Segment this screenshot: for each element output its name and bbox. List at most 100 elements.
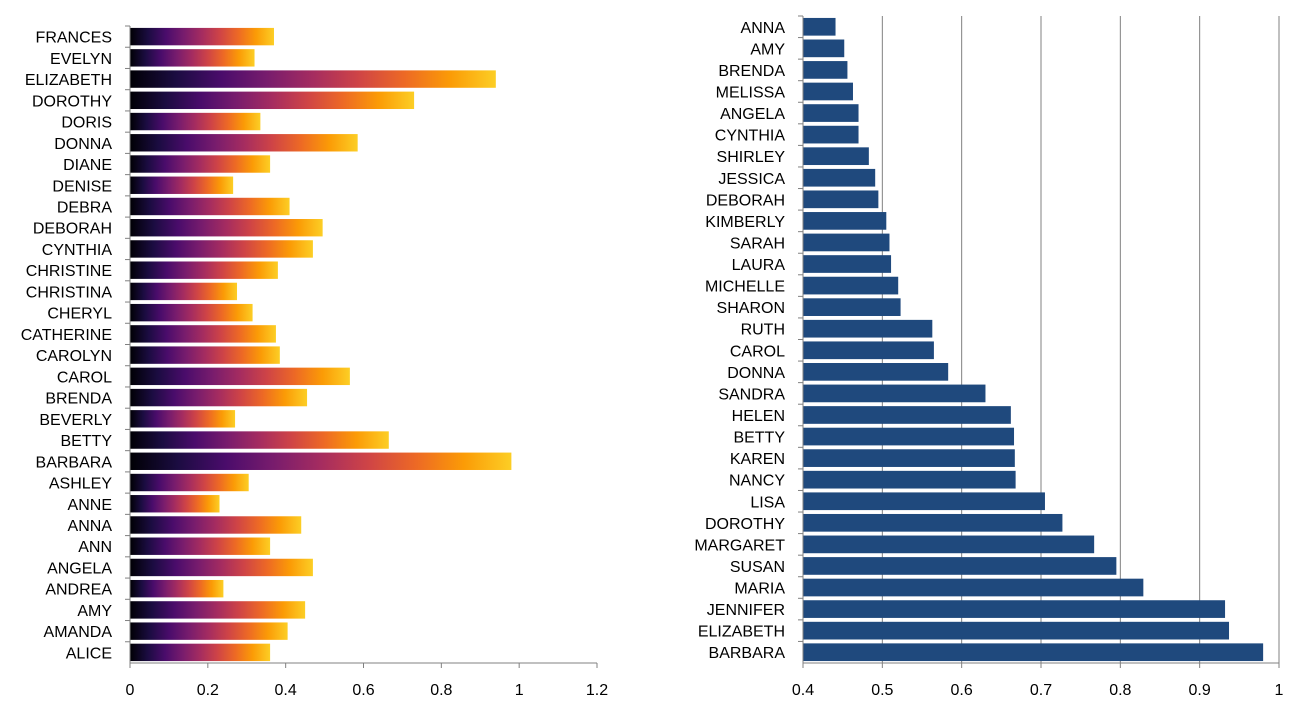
left-bar — [130, 452, 512, 470]
left-bar — [130, 410, 236, 428]
right-category-label: BETTY — [733, 430, 785, 447]
left-category-label: BEVERLY — [39, 412, 112, 429]
left-category-label: DIANE — [63, 157, 112, 174]
left-bar — [130, 537, 271, 555]
right-category-label: JESSICA — [718, 171, 785, 188]
right-bar — [803, 276, 899, 295]
left-bar — [130, 516, 302, 534]
left-x-tick-label: 0.6 — [352, 682, 374, 699]
right-bar — [803, 341, 934, 360]
left-bar — [130, 49, 255, 67]
left-category-label: CHRISTINA — [26, 284, 113, 301]
left-category-label: DEBORAH — [33, 221, 112, 238]
left-bar — [130, 70, 496, 88]
right-category-label: SHIRLEY — [717, 149, 786, 166]
right-category-label: RUTH — [741, 322, 785, 339]
right-category-label: MARIA — [734, 581, 785, 598]
left-bar — [130, 112, 261, 131]
left-category-label: DONNA — [54, 136, 112, 153]
right-category-label: LISA — [750, 494, 785, 511]
left-bar — [130, 134, 358, 152]
right-bar — [803, 557, 1117, 575]
left-category-label: EVELYN — [50, 51, 112, 68]
right-x-tick-label: 0.6 — [951, 682, 973, 699]
left-category-label: ALICE — [66, 645, 112, 662]
right-bar — [803, 449, 1015, 467]
left-x-tick-label: 1 — [515, 682, 524, 699]
right-bar — [803, 125, 859, 144]
right-category-label: KAREN — [730, 451, 785, 468]
left-bar — [130, 325, 276, 343]
left-bar — [130, 303, 253, 322]
left-x-tick-label: 0.4 — [275, 682, 297, 699]
right-x-tick-label: 1 — [1275, 682, 1284, 699]
right-category-label: BARBARA — [709, 645, 786, 662]
right-bar-chart: ANNA AMY BRENDA MELISSA ANGELA CYNTHIA SHIRLEY… — [694, 15, 1284, 699]
left-bar — [130, 643, 271, 662]
left-category-label: AMANDA — [44, 624, 113, 641]
left-category-label: BARBARA — [36, 454, 113, 471]
right-category-label: MICHELLE — [705, 279, 785, 296]
right-bar — [803, 298, 901, 316]
right-bar — [803, 363, 949, 381]
left-bar — [130, 240, 313, 258]
left-bar — [130, 601, 306, 619]
right-category-label: DONNA — [727, 365, 785, 382]
right-bar — [803, 535, 1095, 554]
right-bar — [803, 513, 1063, 532]
right-bar — [803, 39, 845, 58]
right-category-label: LAURA — [732, 257, 786, 274]
right-bar — [803, 61, 848, 79]
left-x-tick-label: 1.2 — [586, 682, 608, 699]
right-bar — [803, 104, 859, 122]
right-bar — [803, 319, 933, 338]
left-bar — [130, 176, 234, 194]
right-category-label: HELEN — [732, 408, 785, 425]
right-x-tick-label: 0.4 — [792, 682, 814, 699]
right-category-label: SHARON — [717, 300, 785, 317]
left-bar — [130, 27, 274, 46]
left-bar — [130, 431, 389, 449]
left-category-label: CHERYL — [47, 306, 112, 323]
right-category-label: KIMBERLY — [705, 214, 785, 231]
right-category-label: SUSAN — [730, 559, 785, 576]
left-category-label: CYNTHIA — [42, 242, 113, 259]
right-bar — [803, 492, 1045, 511]
left-category-label: ANDREA — [45, 582, 112, 599]
left-bar — [130, 219, 323, 237]
right-x-tick-label: 0.8 — [1109, 682, 1131, 699]
left-bar — [130, 282, 238, 301]
left-bar — [130, 622, 288, 640]
right-bar — [803, 168, 876, 187]
right-bar — [803, 470, 1016, 489]
left-category-label: AMY — [77, 603, 112, 620]
left-category-label: ANN — [78, 539, 112, 556]
right-bar — [803, 427, 1015, 446]
right-category-label: NANCY — [729, 473, 785, 490]
left-x-tick-label: 0.2 — [197, 682, 219, 699]
right-bar — [803, 212, 887, 230]
left-category-label: DENISE — [52, 178, 112, 195]
left-category-label: CHRISTINE — [26, 263, 112, 280]
left-category-label: DEBRA — [57, 199, 112, 216]
right-bar — [803, 384, 986, 403]
left-category-label: CATHERINE — [21, 327, 112, 344]
left-category-label: CAROL — [57, 369, 112, 386]
left-bar — [130, 388, 308, 407]
left-bar — [130, 473, 249, 492]
right-category-label: ANNA — [741, 20, 786, 37]
left-category-label: CAROLYN — [36, 348, 112, 365]
right-bar — [803, 82, 853, 101]
left-category-label: ANNA — [68, 518, 113, 535]
left-bar-chart: FRANCES EVELYN ELIZABETH DOROTHY DORIS DONNA D… — [21, 25, 608, 699]
left-x-tick-label: 0 — [126, 682, 135, 699]
left-category-label: DORIS — [61, 115, 112, 132]
left-bar — [130, 367, 350, 386]
left-bar — [130, 579, 224, 598]
left-bar — [130, 261, 278, 279]
left-category-label: ELIZABETH — [25, 72, 112, 89]
right-category-label: ELIZABETH — [698, 624, 785, 641]
right-bar — [803, 406, 1011, 424]
